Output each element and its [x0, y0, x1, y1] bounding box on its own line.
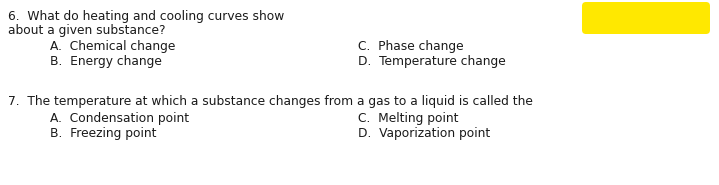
Text: 7.  The temperature at which a substance changes from a gas to a liquid is calle: 7. The temperature at which a substance … — [8, 95, 533, 108]
Text: C.  Phase change: C. Phase change — [358, 40, 464, 53]
Text: B.  Energy change: B. Energy change — [50, 55, 162, 68]
Text: C.  Melting point: C. Melting point — [358, 112, 459, 125]
Text: A.  Condensation point: A. Condensation point — [50, 112, 189, 125]
Text: A.  Chemical change: A. Chemical change — [50, 40, 175, 53]
FancyBboxPatch shape — [582, 2, 710, 34]
Text: D.  Temperature change: D. Temperature change — [358, 55, 505, 68]
Text: about a given substance?: about a given substance? — [8, 24, 165, 37]
Text: 6.  What do heating and cooling curves show: 6. What do heating and cooling curves sh… — [8, 10, 284, 23]
Text: D.  Vaporization point: D. Vaporization point — [358, 127, 490, 140]
Text: B.  Freezing point: B. Freezing point — [50, 127, 157, 140]
